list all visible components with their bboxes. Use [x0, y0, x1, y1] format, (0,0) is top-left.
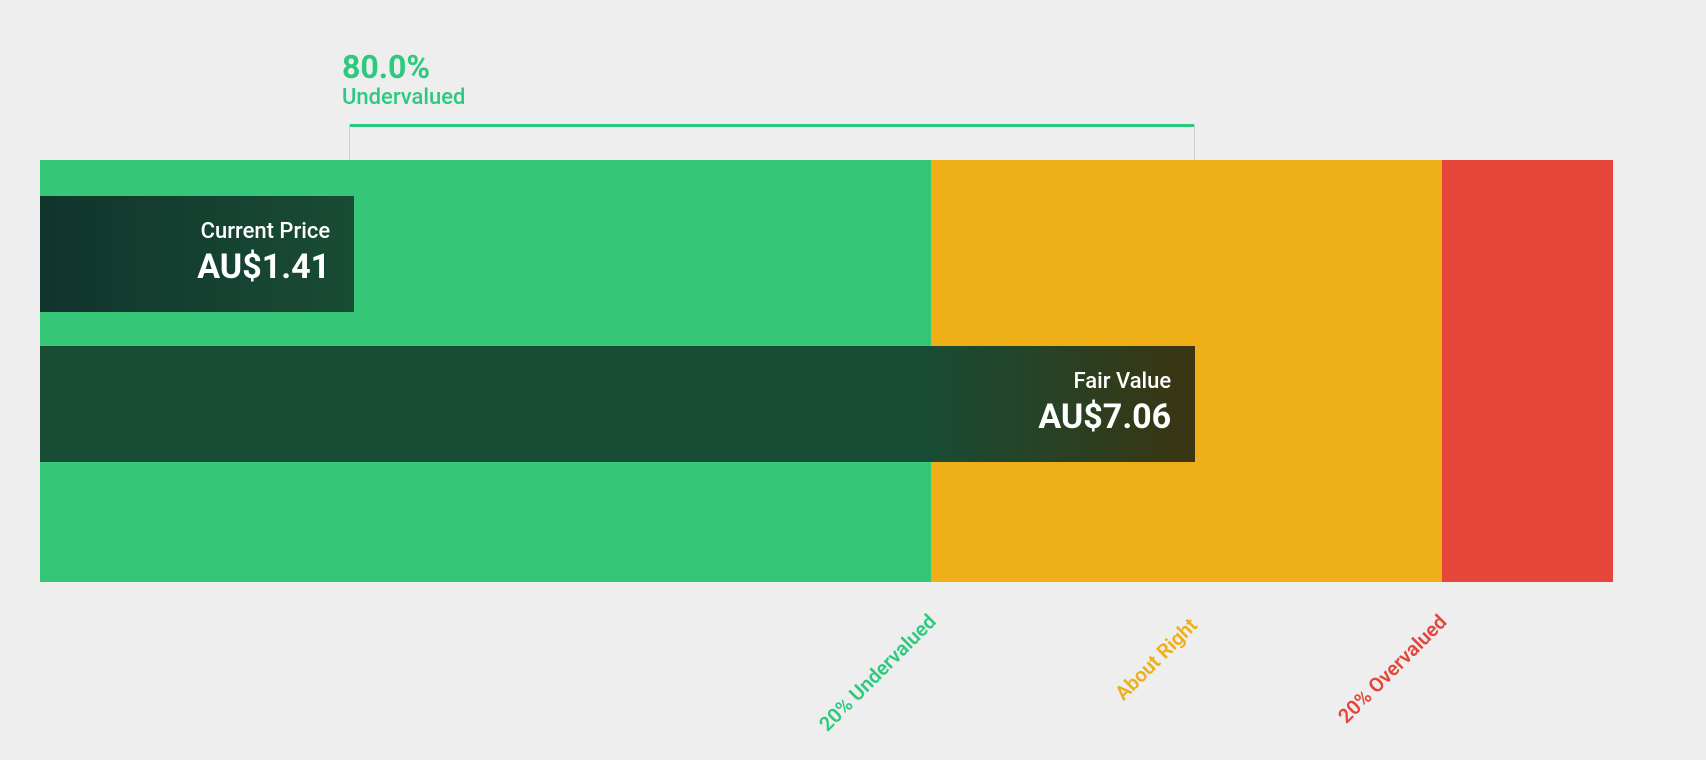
fair-value-label: Fair Value — [1074, 369, 1172, 395]
undervalued-20-label: 20% Undervalued — [814, 609, 941, 736]
valuation-percent: 80.0% — [342, 50, 465, 85]
current-price-bar: Current Price AU$1.41 — [40, 196, 354, 312]
bracket-left-drop — [349, 124, 350, 160]
current-price-label: Current Price — [201, 219, 330, 245]
fair-value-bar: Fair Value AU$7.06 — [40, 346, 1195, 462]
valuation-header: 80.0% Undervalued — [342, 50, 465, 110]
overvalued-zone — [1442, 160, 1613, 582]
about-right-label: About Right — [1110, 613, 1202, 705]
valuation-chart: Current Price AU$1.41 Fair Value AU$7.06 — [40, 160, 1613, 582]
bracket-top-line — [349, 124, 1195, 127]
valuation-status-label: Undervalued — [342, 85, 465, 110]
fair-value-value: AU$7.06 — [1038, 395, 1171, 439]
overvalued-20-label: 20% Overvalued — [1333, 609, 1451, 727]
bracket-right-drop — [1194, 124, 1195, 160]
current-price-value: AU$1.41 — [197, 245, 330, 289]
